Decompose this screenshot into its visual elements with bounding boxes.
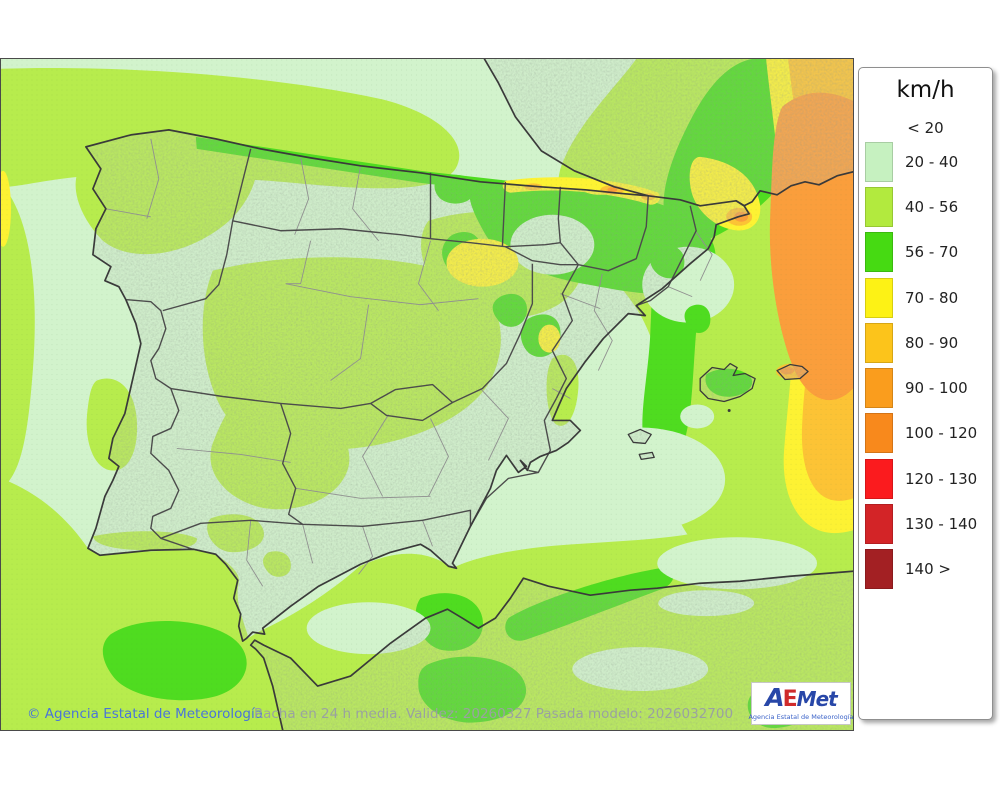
legend-item: 56 - 70 xyxy=(865,230,992,275)
legend-swatch xyxy=(865,232,893,273)
map-canvas xyxy=(1,59,853,730)
legend-items: 20 - 40 40 - 56 56 - 70 70 - 80 80 - 90 90 - … xyxy=(865,139,992,592)
legend-swatch xyxy=(865,368,893,409)
legend-label: 120 - 130 xyxy=(905,469,978,488)
legend-label: 20 - 40 xyxy=(905,152,959,171)
legend-swatch xyxy=(865,413,893,454)
legend-panel: km/h < 20 20 - 40 40 - 56 56 - 70 70 - 80 80… xyxy=(858,67,993,720)
aemet-logo: AEMet Agencia Estatal de Meteorología xyxy=(748,682,854,725)
legend-label: 56 - 70 xyxy=(905,243,959,262)
legend-item: 20 - 40 xyxy=(865,139,992,184)
legend-swatch xyxy=(865,141,893,182)
legend-swatch xyxy=(865,549,893,590)
region-borders xyxy=(125,148,697,550)
wind-gust-map: © Agencia Estatal de Meteorología Racha … xyxy=(0,58,854,731)
legend-item: 40 - 56 xyxy=(865,184,992,229)
logo-letters-met: Met xyxy=(796,686,838,711)
legend-item: 90 - 100 xyxy=(865,365,992,410)
legend-swatch xyxy=(865,322,893,363)
logo-letter-a: A xyxy=(765,682,784,712)
coastlines xyxy=(85,59,853,730)
legend-label: 140 > xyxy=(905,560,951,579)
legend-label: 40 - 56 xyxy=(905,197,959,216)
legend-swatch xyxy=(865,277,893,318)
legend-label: 100 - 120 xyxy=(905,424,978,443)
legend-swatch xyxy=(865,458,893,499)
copyright-text: © Agencia Estatal de Meteorología xyxy=(27,706,264,722)
legend-item: 120 - 130 xyxy=(865,456,992,501)
legend-swatch xyxy=(865,504,893,545)
balearic-islands xyxy=(627,362,809,461)
legend-label: 130 - 140 xyxy=(905,515,978,534)
legend-title: km/h xyxy=(896,77,955,103)
legend-item: 80 - 90 xyxy=(865,320,992,365)
province-borders xyxy=(105,138,713,587)
legend-label: 80 - 90 xyxy=(905,333,959,352)
legend-first-range-label: < 20 xyxy=(907,119,944,137)
legend-swatch xyxy=(865,186,893,227)
model-info-text: Racha en 24 h media. Validez: 20260327 P… xyxy=(254,706,734,722)
logo-subtitle: Agencia Estatal de Meteorología xyxy=(748,712,854,721)
legend-label: 90 - 100 xyxy=(905,379,968,398)
legend-item: 140 > xyxy=(865,547,992,592)
aemet-logo-wordmark: AEMet xyxy=(765,685,838,712)
legend-item: 100 - 120 xyxy=(865,411,992,456)
legend-item: 130 - 140 xyxy=(865,501,992,546)
legend-label: 70 - 80 xyxy=(905,288,959,307)
legend-item: 70 - 80 xyxy=(865,275,992,320)
logo-letter-e: E xyxy=(782,686,798,712)
